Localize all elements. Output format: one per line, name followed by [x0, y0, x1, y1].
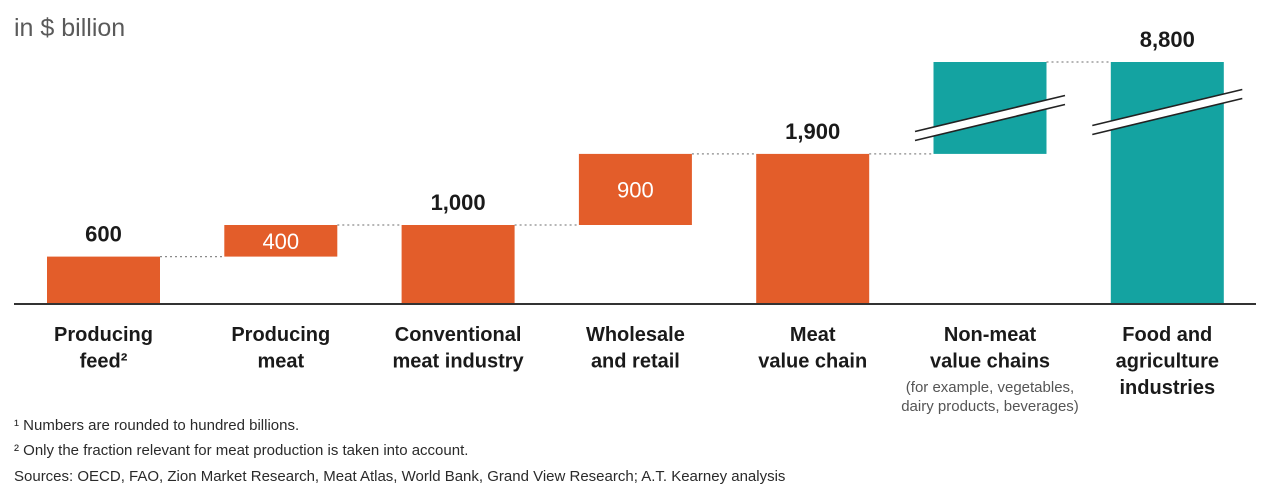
category-label: Non-meat — [944, 324, 1037, 346]
category-label: Producing — [231, 324, 330, 346]
value-label: 900 — [617, 177, 654, 202]
category-label: Producing — [54, 324, 153, 346]
category-sublabel: dairy products, beverages) — [901, 398, 1079, 415]
bar-1 — [47, 256, 160, 304]
axis-break-line — [1092, 88, 1243, 127]
category-label: meat industry — [393, 351, 525, 373]
value-label: 1,000 — [431, 190, 486, 215]
bar-4 — [578, 153, 692, 225]
category-label: agriculture — [1116, 351, 1219, 373]
category-label: feed² — [80, 351, 128, 373]
category-label: Wholesale — [586, 324, 685, 346]
unit-label: in $ billion — [14, 14, 126, 42]
bar-3 — [401, 225, 515, 304]
value-label: 400 — [262, 229, 299, 254]
bar-5 — [756, 153, 870, 304]
sources-note: Sources: OECD, FAO, Zion Market Research… — [14, 468, 786, 485]
value-label: 600 — [85, 222, 122, 247]
category-label: Meat — [790, 324, 836, 346]
axis-break-line — [914, 103, 1066, 142]
category-sublabel: (for example, vegetables, — [906, 379, 1074, 396]
footnote-2: ² Only the fraction relevant for meat pr… — [14, 442, 469, 459]
axis-break-band — [915, 95, 1065, 141]
footnote-1: ¹ Numbers are rounded to hundred billion… — [14, 417, 300, 434]
category-label: meat — [257, 351, 304, 373]
category-label: industries — [1120, 377, 1216, 399]
category-label: Food and — [1122, 324, 1212, 346]
category-label: value chains — [930, 351, 1050, 373]
axis-break-band — [1092, 89, 1243, 135]
category-label: value chain — [758, 351, 867, 373]
axis-break-line — [1092, 97, 1243, 136]
category-label: Conventional — [395, 324, 522, 346]
category-label: and retail — [591, 351, 680, 373]
bar-2 — [224, 225, 338, 257]
value-label: 8,800 — [1140, 27, 1195, 52]
value-label: 1,900 — [785, 119, 840, 144]
axis-break-line — [914, 94, 1066, 133]
